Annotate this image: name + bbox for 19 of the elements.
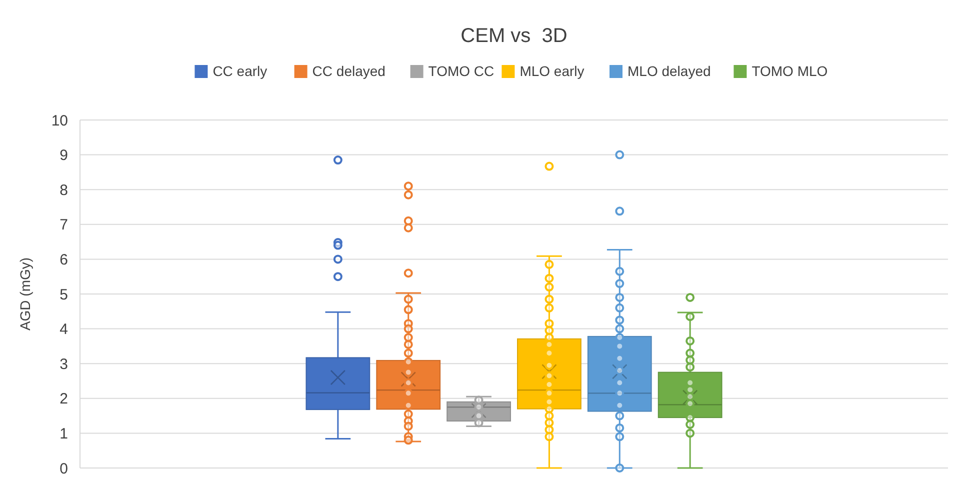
legend-label: CC early — [212, 63, 268, 79]
y-tick-label: 8 — [60, 182, 68, 199]
legend-label: TOMO MLO — [752, 63, 828, 79]
legend-label: MLO early — [520, 63, 584, 79]
y-tick-label: 2 — [60, 390, 68, 408]
y-tick-label: 9 — [60, 147, 68, 164]
legend-label: MLO delayed — [628, 63, 711, 79]
y-tick-label: 0 — [60, 460, 68, 478]
y-tick-label: 6 — [60, 251, 68, 268]
y-tick-label: 10 — [51, 112, 68, 130]
legend-label: CC delayed — [312, 63, 386, 79]
chart-title: CEM vs 3D — [460, 25, 568, 47]
y-axis-title: AGD (mGy) — [17, 257, 33, 331]
y-tick-label: 3 — [60, 356, 68, 373]
y-tick-label: 1 — [60, 425, 68, 442]
y-tick-label: 4 — [60, 321, 68, 338]
legend-label: TOMO CC — [428, 63, 494, 79]
y-tick-label: 7 — [60, 216, 68, 234]
y-tick-label: 5 — [60, 286, 68, 304]
